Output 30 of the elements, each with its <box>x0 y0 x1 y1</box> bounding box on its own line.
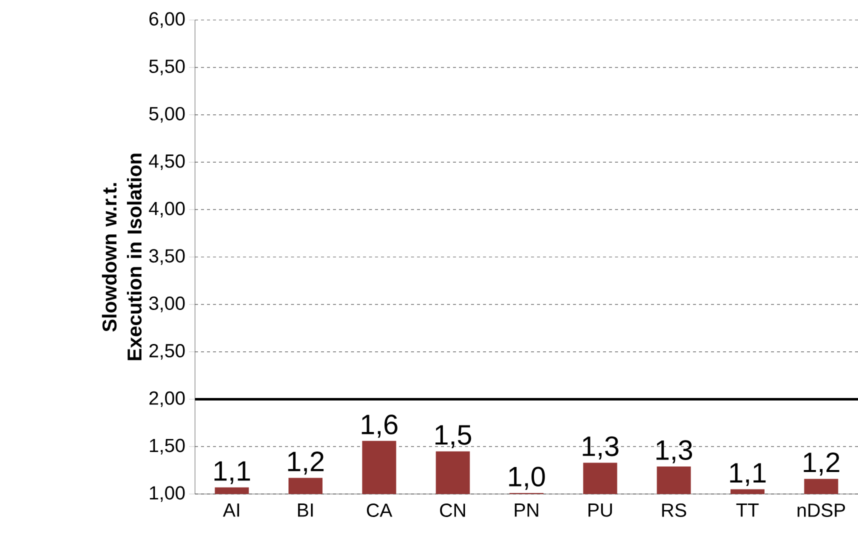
y-tick-label: 3,50 <box>149 249 185 265</box>
y-tick-label: 5,00 <box>149 106 185 123</box>
y-axis-title: Slowdown w.r.t. Execution in Isolation <box>102 154 142 360</box>
y-tick-label: 2,50 <box>149 344 185 360</box>
x-tick-label: TT <box>736 504 759 517</box>
data-label: 1,6 <box>362 414 398 438</box>
x-tick-label: AI <box>222 504 240 517</box>
data-label: 1,5 <box>436 425 472 448</box>
y-tick-label: 2,00 <box>149 391 185 408</box>
data-label: 1,2 <box>804 452 840 476</box>
y-tick-label: 3,00 <box>149 296 185 312</box>
y-tick-label: 4,50 <box>148 154 185 170</box>
x-tick-label: BI <box>298 504 313 517</box>
x-tick-label: RS <box>662 504 686 517</box>
y-tick-label: 1,00 <box>150 486 185 502</box>
x-tick-label: PN <box>514 504 538 517</box>
y-tick-label: 5,50 <box>149 60 185 76</box>
x-tick-label: CN <box>440 504 466 517</box>
x-tick-label: CA <box>366 504 392 517</box>
data-label: 1,1 <box>730 463 766 486</box>
data-label: 1,2 <box>288 452 324 475</box>
x-tick-label: PU <box>588 504 612 517</box>
x-tick-label: nDSP <box>798 504 845 517</box>
y-tick-label: 1,50 <box>150 438 185 454</box>
y-tick-label: 4,00 <box>148 202 185 218</box>
data-label: 1,3 <box>582 436 618 460</box>
data-label: 1,3 <box>656 440 692 464</box>
y-tick-label: 6,00 <box>149 12 185 28</box>
data-label: 1,0 <box>509 466 545 490</box>
data-label: 1,1 <box>214 461 250 484</box>
